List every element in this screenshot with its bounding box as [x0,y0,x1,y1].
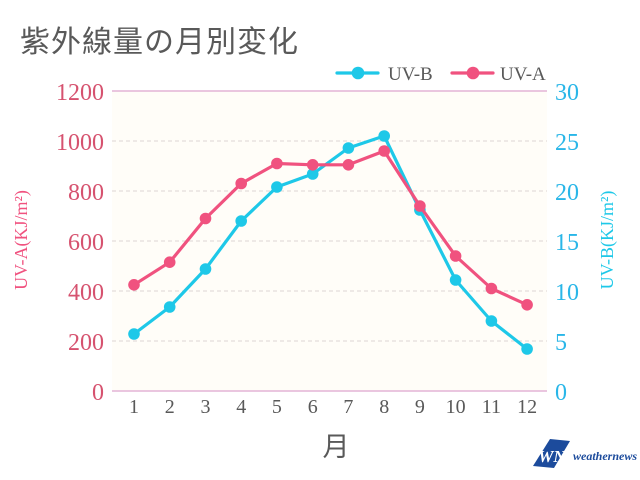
svg-text:800: 800 [68,180,104,206]
svg-text:1000: 1000 [56,130,104,156]
svg-text:11: 11 [482,396,501,418]
svg-text:6: 6 [308,396,318,418]
svg-text:1200: 1200 [56,80,104,106]
svg-text:10: 10 [555,280,579,306]
svg-text:8: 8 [379,396,389,418]
svg-text:20: 20 [555,180,579,206]
svg-text:月: 月 [323,432,350,462]
svg-text:4: 4 [236,396,246,418]
svg-text:15: 15 [555,230,579,256]
svg-text:0: 0 [555,380,567,406]
svg-text:UV-B(KJ/m²): UV-B(KJ/m²) [597,191,618,290]
svg-text:200: 200 [68,330,104,356]
svg-text:3: 3 [201,396,211,418]
svg-text:5: 5 [272,396,282,418]
svg-text:30: 30 [555,80,579,106]
svg-text:10: 10 [446,396,466,418]
svg-text:1: 1 [129,396,139,418]
svg-text:9: 9 [415,396,425,418]
svg-text:25: 25 [555,130,579,156]
svg-text:0: 0 [92,380,104,406]
svg-text:600: 600 [68,230,104,256]
svg-text:UV-A(KJ/m²): UV-A(KJ/m²) [11,190,32,290]
svg-text:12: 12 [517,396,537,418]
svg-text:weathernews: weathernews [573,449,637,463]
svg-text:WN: WN [538,447,566,466]
svg-text:7: 7 [343,396,353,418]
svg-text:UV-A: UV-A [500,64,546,85]
svg-text:5: 5 [555,330,567,356]
svg-text:2: 2 [165,396,175,418]
svg-text:UV-B: UV-B [388,64,433,85]
svg-text:400: 400 [68,280,104,306]
